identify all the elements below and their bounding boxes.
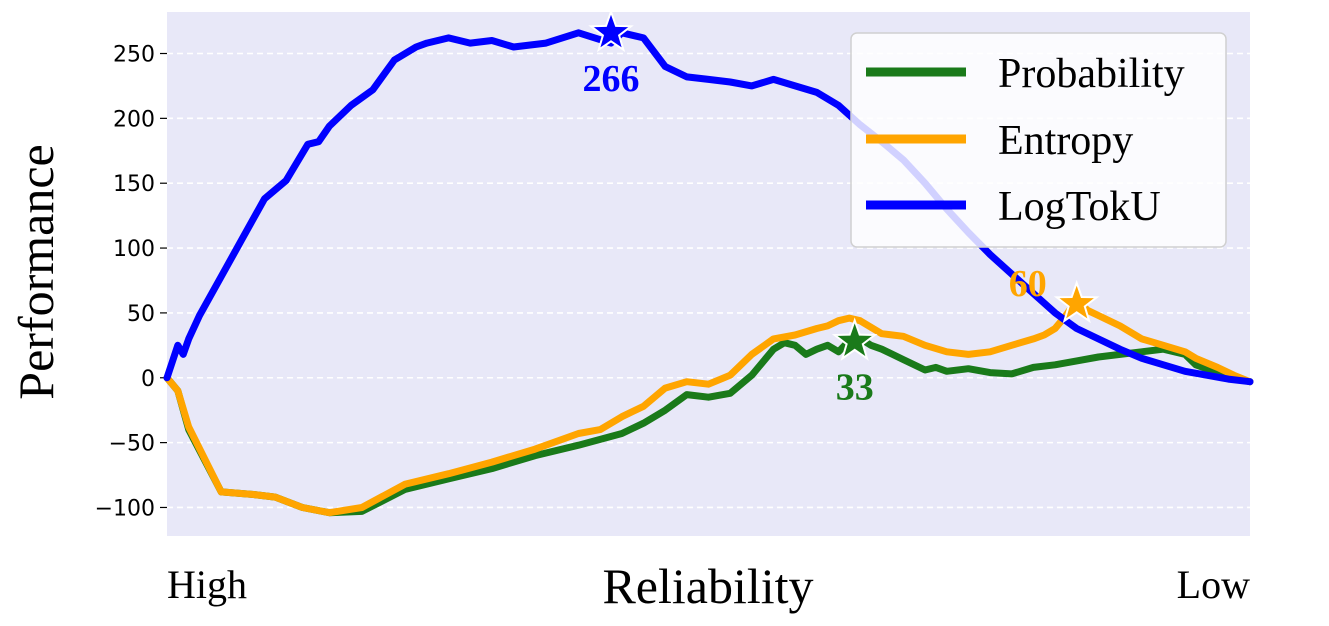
y-tick-label: 50 (127, 302, 155, 327)
legend-label-entropy: Entropy (998, 118, 1133, 164)
peak-markers: 266 33 60 (583, 8, 1100, 408)
peak-label-probability: 33 (836, 366, 874, 408)
peak-label-entropy: 60 (1009, 263, 1047, 305)
x-axis-label: Reliability (602, 558, 813, 614)
y-tick-label: −100 (95, 496, 155, 521)
legend-label-probability: Probability (998, 51, 1185, 97)
x-axis-end-label-right: Low (1177, 562, 1250, 607)
y-tick-label: 250 (113, 43, 155, 68)
y-tick-label: 150 (113, 172, 155, 197)
series-line-entropy (163, 296, 1254, 517)
peak-label-logtoku: 266 (583, 58, 640, 100)
peak-star-probability (831, 317, 878, 361)
legend-label-logtoku: LogTokU (998, 184, 1161, 230)
series-lines (163, 29, 1254, 517)
peak-star-entropy (1053, 279, 1100, 324)
y-axis-ticks: −100 −50 0 50 100 150 200 250 (95, 43, 167, 521)
y-tick-label: −50 (109, 432, 155, 457)
legend-box (850, 32, 1227, 248)
series-line-probability (163, 331, 1254, 517)
legend: Probability Entropy LogTokU (850, 32, 1227, 248)
series-line-logtoku (163, 29, 1254, 386)
y-tick-label: 0 (141, 367, 155, 392)
y-tick-label: 100 (113, 237, 155, 262)
y-tick-label: 200 (113, 107, 155, 132)
x-axis-end-label-left: High (167, 562, 247, 607)
y-axis-label: Performance (8, 144, 64, 399)
peak-star-logtoku (588, 8, 634, 53)
